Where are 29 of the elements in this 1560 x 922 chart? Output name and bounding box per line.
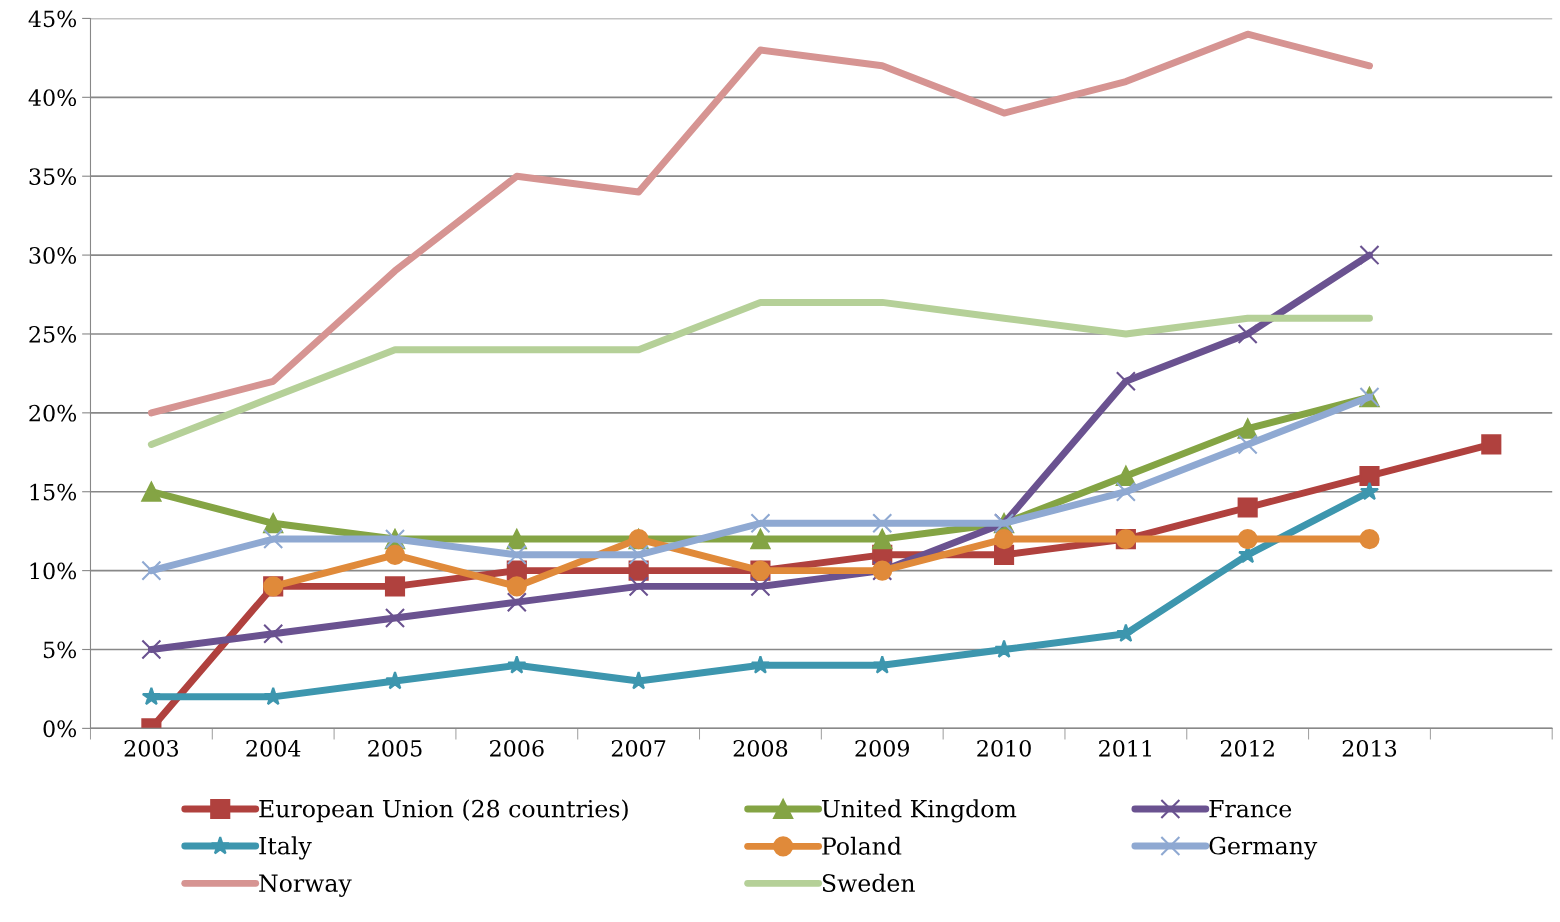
x-tick-label: 2003: [124, 739, 179, 757]
x-tick-label: 2008: [733, 739, 788, 757]
y-tick-label: 5%: [43, 641, 77, 659]
y-tick-label: 0%: [43, 720, 77, 738]
x-tick-label: 2005: [368, 739, 422, 757]
legend-label: Poland: [822, 836, 902, 855]
x-tick-label: 2007: [611, 739, 666, 757]
legend-label: Norway: [259, 874, 352, 897]
y-tick-label: 35%: [29, 168, 77, 185]
y-tick-label: 30%: [29, 247, 77, 264]
y-tick-label: 25%: [29, 325, 77, 343]
x-tick-label: 2006: [490, 739, 544, 757]
legend-label: Italy: [259, 836, 312, 860]
x-tick-label: 2012: [1220, 739, 1274, 757]
x-tick-label: 2009: [855, 739, 910, 757]
legend-label: Germany: [1209, 836, 1318, 860]
y-tick-label: 20%: [29, 404, 77, 422]
x-tick-label: 2004: [246, 739, 301, 757]
legend-label: Sweden: [822, 873, 915, 892]
y-tick-label: 15%: [30, 483, 77, 501]
y-tick-label: 45%: [28, 10, 77, 28]
x-tick-label: 2013: [1342, 739, 1397, 757]
y-tick-label: 10%: [30, 562, 77, 580]
x-tick-label: 2011: [1099, 739, 1151, 757]
legend-label: France: [1209, 800, 1292, 818]
legend-label: United Kingdom: [822, 799, 1017, 823]
y-tick-label: 40%: [28, 89, 77, 107]
legend-label: European Union (28 countries): [259, 799, 628, 823]
x-tick-label: 2010: [977, 739, 1031, 757]
